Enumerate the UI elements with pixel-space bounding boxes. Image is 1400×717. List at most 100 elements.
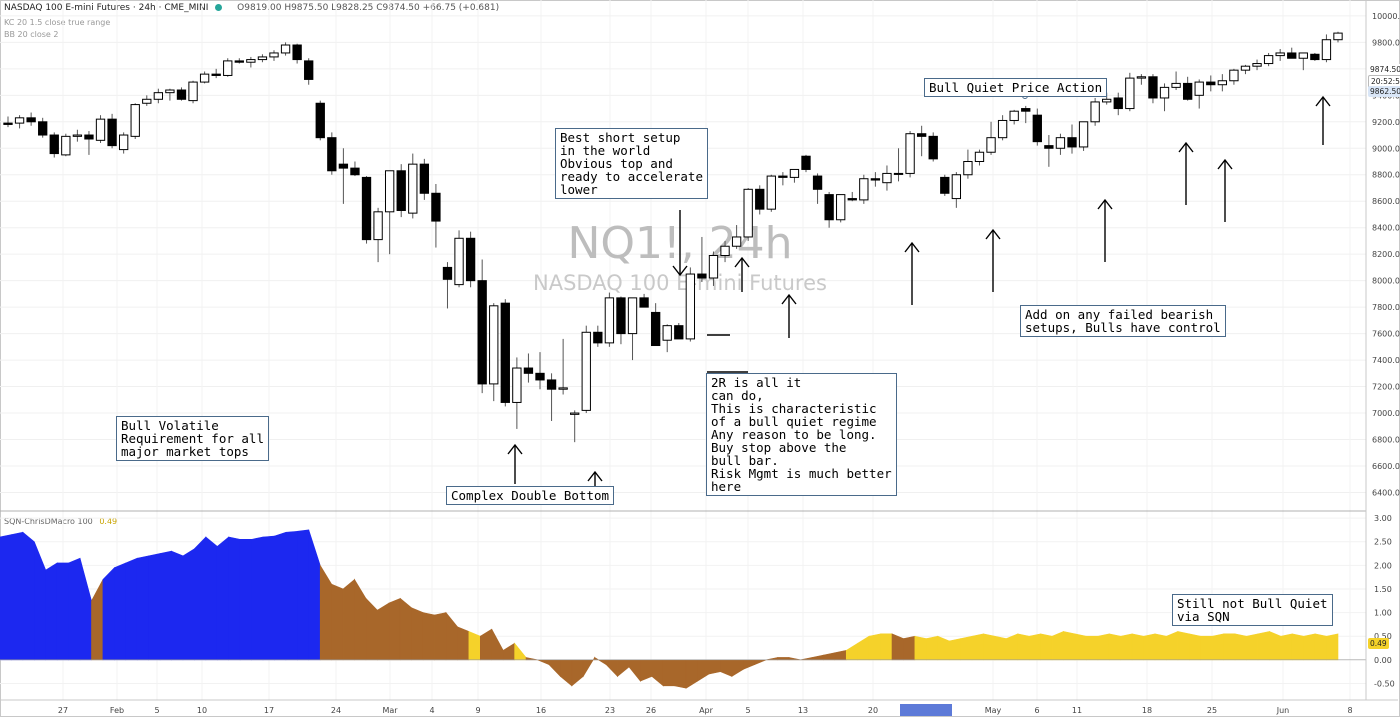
sqn-segment xyxy=(743,659,756,670)
time-tick-label: 17 xyxy=(264,706,274,715)
time-tick-label: 6 xyxy=(1034,706,1039,715)
date-range-marker[interactable] xyxy=(900,704,952,716)
candle-body xyxy=(905,133,915,174)
sqn-segment xyxy=(514,642,527,661)
candle-body xyxy=(234,60,244,63)
sqn-segment xyxy=(1326,633,1339,661)
candle-body xyxy=(38,121,48,136)
arrow-head xyxy=(1178,141,1194,153)
sqn-segment xyxy=(1257,631,1270,661)
candle xyxy=(304,58,314,85)
annotation-arrows xyxy=(507,93,1331,494)
annotation-still-not[interactable]: Still not Bull Quiet via SQN xyxy=(1172,594,1333,626)
candle-body xyxy=(570,412,580,415)
candle xyxy=(870,172,881,187)
candle-body xyxy=(107,118,117,147)
time-tick-label: 11 xyxy=(1072,706,1082,715)
sqn-indicator-label[interactable]: SQN-ChrisDMacro 100 0.49 xyxy=(4,517,117,526)
chart-header: NASDAQ 100 E-mini Futures · 24h · CME_MI… xyxy=(4,3,500,13)
time-tick-label: 5 xyxy=(154,706,159,715)
indicator-bb-label[interactable]: BB 20 close 2 xyxy=(4,30,59,39)
candle xyxy=(442,262,453,309)
candle-body xyxy=(1067,137,1077,148)
candle-body xyxy=(14,117,25,124)
arrow-head xyxy=(904,241,920,253)
interval[interactable]: 24h xyxy=(138,3,156,13)
price-tick-label: 6600.00 xyxy=(1372,462,1400,471)
candle-body xyxy=(685,273,696,340)
sqn-segment xyxy=(91,579,104,661)
candle-body xyxy=(1252,63,1262,67)
indicator-kc-label[interactable]: KC 20 1.5 close true range xyxy=(4,18,111,27)
sqn-segment xyxy=(800,657,813,661)
candle xyxy=(246,56,256,68)
sqn-segment xyxy=(674,659,687,689)
sqn-tick-label: 1.50 xyxy=(1374,585,1392,594)
candle-body xyxy=(1032,114,1042,143)
candle xyxy=(1252,59,1262,71)
sqn-segment xyxy=(194,536,207,661)
sqn-segment xyxy=(102,566,115,661)
sqn-segment xyxy=(1040,633,1053,661)
candle-body xyxy=(1009,110,1019,121)
candle xyxy=(14,115,25,129)
candle xyxy=(905,131,915,178)
sqn-segment xyxy=(342,578,355,661)
sqn-segment xyxy=(114,562,127,661)
time-axis[interactable]: 27 Feb 5 10 17 24 Mar 4 9 16 23 26 Apr 5 13 20 May 6 11 18 2… xyxy=(58,706,1353,715)
price-tick-label: 6800.00 xyxy=(1372,436,1400,445)
candle-body xyxy=(454,237,464,286)
sqn-segment xyxy=(766,657,778,661)
candle xyxy=(974,149,985,166)
sqn-segment xyxy=(239,539,252,661)
price-tick-label: 7400.00 xyxy=(1372,356,1400,365)
candle xyxy=(465,231,476,288)
sqn-segment xyxy=(262,535,275,661)
sqn-segment xyxy=(79,558,92,661)
candle xyxy=(1067,124,1077,154)
candle xyxy=(211,68,221,79)
sqn-segment xyxy=(1223,633,1236,661)
candle xyxy=(1229,68,1239,85)
annotation-two-r[interactable]: 2R is all it can do, This is characteris… xyxy=(706,373,897,496)
candle-body xyxy=(1090,101,1100,123)
sqn-segment xyxy=(1063,631,1076,661)
symbol-title[interactable]: NASDAQ 100 E-mini Futures xyxy=(4,3,130,13)
candle-body xyxy=(893,172,904,175)
price-tick-label: 7200.00 xyxy=(1372,383,1400,392)
sqn-segment xyxy=(308,529,321,661)
annotation-bull-volatile[interactable]: Bull Volatile Requirement for all major … xyxy=(116,416,269,461)
price-tick-label: 8400.00 xyxy=(1372,224,1400,233)
arrow-head xyxy=(1315,95,1331,107)
candle-body xyxy=(650,311,661,347)
sqn-segment xyxy=(422,612,435,661)
candle xyxy=(893,148,904,182)
time-tick-label: 24 xyxy=(331,706,341,715)
candle-body xyxy=(616,297,626,335)
annotation-best-short[interactable]: Best short setup in the world Obvious to… xyxy=(555,128,708,199)
candle-body xyxy=(176,89,187,100)
sqn-segment xyxy=(594,656,607,666)
candle xyxy=(72,129,83,142)
candle-body xyxy=(997,119,1008,139)
candle xyxy=(801,154,811,173)
price-tick-label: 9000.00 xyxy=(1372,144,1400,153)
candle xyxy=(38,117,48,138)
candle xyxy=(1206,75,1216,92)
arrow xyxy=(1315,95,1331,145)
annotation-bull-quiet[interactable]: Bull Quiet Price Action xyxy=(924,78,1108,97)
candle-body xyxy=(396,170,406,211)
sqn-segment xyxy=(880,633,893,661)
candle xyxy=(916,125,927,157)
market-status-icon xyxy=(215,4,223,11)
annotation-add-on[interactable]: Add on any failed bearish setups, Bulls … xyxy=(1020,305,1226,337)
sqn-segment xyxy=(1086,635,1099,661)
annotation-double-bottom[interactable]: Complex Double Bottom xyxy=(446,486,615,505)
sqn-segment xyxy=(399,597,412,661)
arrow xyxy=(985,228,1001,292)
candle-body xyxy=(1263,55,1274,65)
candle xyxy=(1333,31,1343,43)
candle-body xyxy=(315,102,325,139)
sqn-axis[interactable]: -0.50 0.00 0.50 1.00 1.50 2.00 2.50 3.00 xyxy=(1374,514,1395,688)
